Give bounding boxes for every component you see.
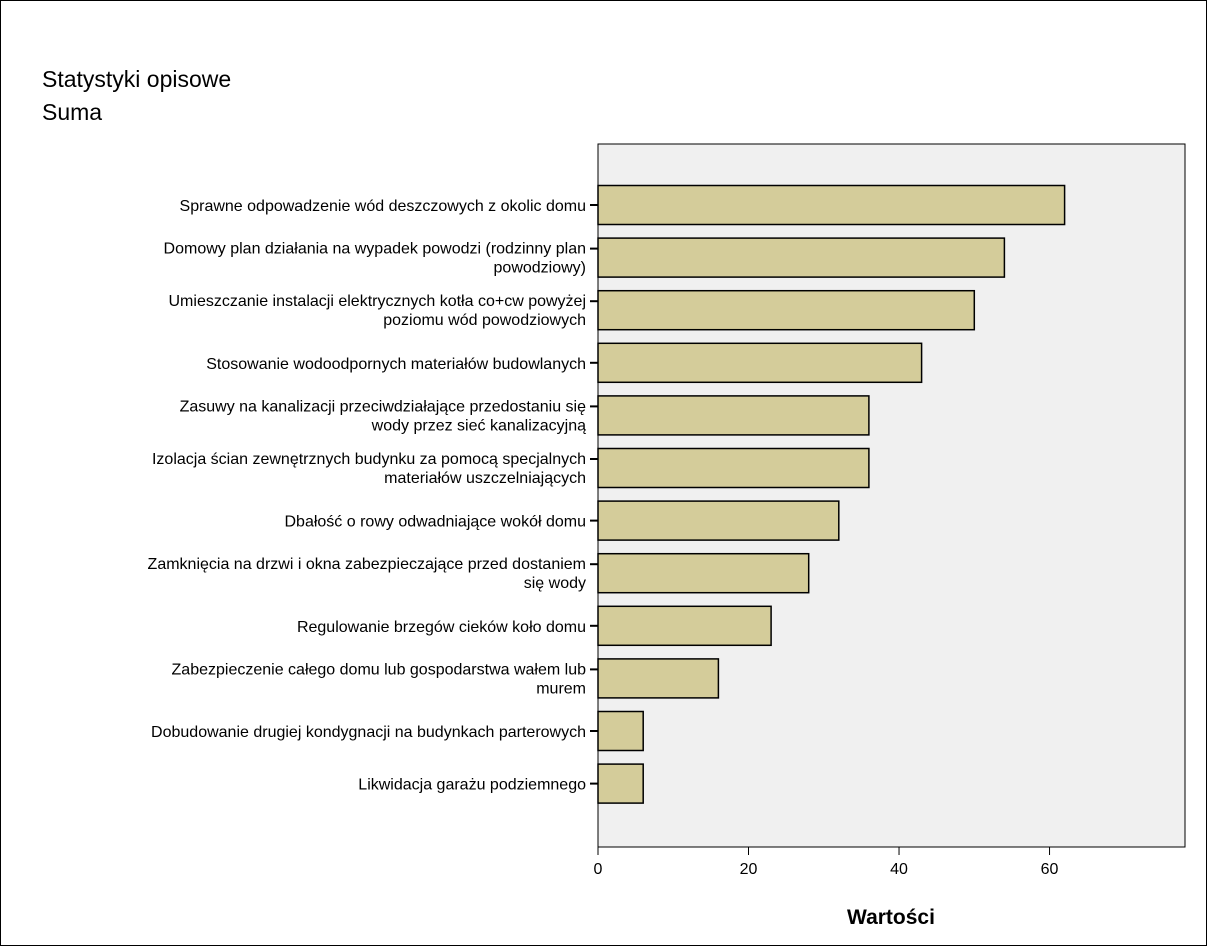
bar-5 [597,395,870,436]
category-label-10-line-2: murem [536,680,586,697]
x-tick-label-0: 0 [594,861,603,878]
category-label-7: Dbałość o rowy odwadniające wokół domu [285,514,587,531]
bar-3 [597,289,976,331]
x-tick-label-40: 40 [890,861,908,878]
category-label-5-line-2: wody przez sieć kanalizacyjną [371,417,586,434]
category-label-4: Stosowanie wodoodpornych materiałów budo… [206,356,586,373]
x-axis-title: Wartości [847,906,935,929]
bar-4 [597,342,923,384]
bar-7 [597,500,840,541]
category-label-12: Likwidacja garażu podziemnego [358,777,586,794]
bar-9 [597,605,772,647]
category-label-5-line-1: Zasuwy na kanalizacji przeciwdziałające … [180,398,587,415]
bar-6 [597,447,870,489]
category-label-6-line-1: Izolacja ścian zewnętrznych budynku za p… [152,451,586,468]
x-tick-label-20: 20 [740,861,758,878]
bar-10 [597,658,720,699]
category-label-8-line-1: Zamknięcia na drzwi i okna zabezpieczają… [148,556,586,573]
bar-11 [597,710,644,752]
category-label-3-line-2: poziomu wód powodziowych [383,312,586,329]
category-label-2-line-2: powodziowy) [494,260,586,277]
chart-subtitle: Suma [42,99,103,125]
category-label-3-line-1: Umieszczanie instalacji elektrycznych ko… [169,293,587,310]
chart-title: Statystyki opisowe [42,66,232,92]
category-label-10-line-1: Zabezpieczenie całego domu lub gospodars… [172,661,587,678]
category-label-2-line-1: Domowy plan działania na wypadek powodzi… [164,241,586,258]
category-label-1: Sprawne odpowadzenie wód deszczowych z o… [180,198,586,215]
bar-8 [597,552,810,594]
x-tick-label-60: 60 [1041,861,1059,878]
bar-1 [597,184,1066,226]
category-label-9: Regulowanie brzegów cieków koło domu [297,619,586,636]
category-label-11: Dobudowanie drugiej kondygnacji na budyn… [151,724,586,741]
bar-12 [597,763,644,804]
bar-2 [597,237,1006,278]
category-label-6-line-2: materiałów uszczelniających [384,470,586,487]
bars-layer [597,184,1066,804]
category-labels: Sprawne odpowadzenie wód deszczowych z o… [148,198,598,794]
category-label-8-line-2: się wody [524,575,586,592]
x-axis-ticks: 0 20 40 60 [594,847,1059,878]
